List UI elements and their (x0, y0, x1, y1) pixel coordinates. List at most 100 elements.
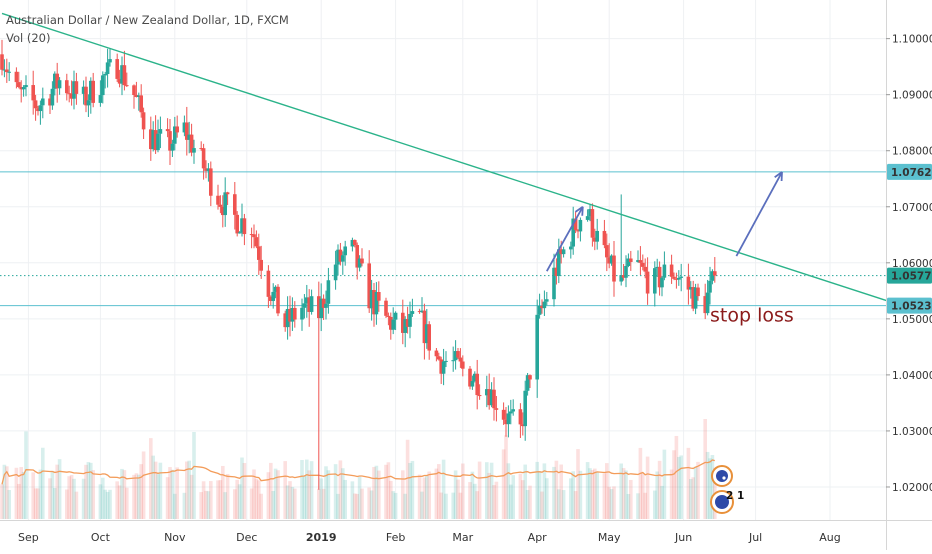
volume-bar (595, 472, 599, 519)
price-tags: 1.076221.057721.05237 (887, 164, 932, 314)
candle-body (543, 302, 547, 308)
volume-bar (528, 486, 532, 519)
candle-body (238, 232, 242, 233)
candle-body (509, 411, 513, 413)
candle-body (22, 87, 26, 89)
candle-body (243, 218, 247, 234)
volume-bar (125, 488, 129, 519)
time-tick-label: Jun (674, 531, 692, 544)
candle-body (706, 293, 710, 314)
price-tick-label: 1.02000 (892, 482, 932, 494)
volume-bar (679, 455, 683, 519)
flag-icon-star (722, 476, 725, 479)
candle-body (353, 240, 357, 245)
candle-body (101, 75, 105, 95)
time-tick-label: Feb (386, 531, 405, 544)
horizontal-levels (0, 172, 886, 306)
stop-loss-annotation: stop loss (710, 305, 794, 327)
candle-body (216, 196, 220, 205)
time-tick-label: Oct (91, 531, 111, 544)
candle-body (360, 259, 364, 264)
candle-body (643, 267, 647, 272)
candle-body (437, 356, 441, 359)
volume-bar (259, 494, 263, 519)
candle-body (451, 360, 455, 361)
candle-body (65, 80, 69, 93)
candle-body (103, 74, 107, 75)
candle-body (17, 82, 21, 87)
candle-body (478, 395, 482, 396)
candle-body (7, 72, 11, 73)
candle-body (341, 255, 345, 261)
candle-body (209, 168, 213, 195)
candle-body (427, 324, 431, 350)
drawings: stop loss (2, 13, 888, 326)
volume-bar (108, 490, 112, 519)
time-tick-label: Aug (819, 531, 840, 544)
candle-body (0, 54, 4, 69)
candle-body (624, 266, 628, 278)
candle-body (327, 280, 331, 304)
candle-body (595, 231, 599, 242)
price-tick-label: 1.10000 (892, 34, 932, 46)
candle-body (166, 129, 170, 131)
candle-body (444, 361, 448, 362)
candle-body (569, 247, 573, 250)
volume-bar (327, 470, 331, 519)
volume-bar (175, 467, 179, 519)
candle-body (235, 215, 239, 234)
candle-body (324, 304, 328, 308)
candle-body (271, 292, 275, 301)
candle-body (58, 80, 62, 88)
price-tick-label: 1.05000 (892, 314, 932, 326)
candle-body (226, 192, 230, 194)
candle-body (545, 299, 549, 301)
price-tick-label: 1.09000 (892, 90, 932, 102)
volume-bar (24, 431, 28, 519)
volume-bar (226, 474, 230, 519)
candle-body (257, 246, 261, 260)
candle-body (591, 209, 595, 238)
rally-arrow (547, 207, 583, 271)
candle-body (300, 308, 304, 320)
candle-body (41, 99, 45, 106)
time-tick-label: 2019 (306, 531, 337, 544)
candle-body (139, 95, 143, 112)
candle-body (670, 265, 674, 277)
volume-bar (243, 463, 247, 519)
candle-body (502, 410, 506, 420)
time-tick-label: Nov (164, 531, 186, 544)
price-tag-label-support: 1.05237 (891, 301, 932, 313)
candle-body (696, 288, 700, 297)
volume-bar (511, 475, 515, 519)
time-tick-label: Mar (452, 531, 473, 544)
volume-bar (394, 493, 398, 519)
candle-body (192, 148, 196, 153)
candle-body (492, 390, 496, 408)
candle-body (641, 263, 645, 267)
candle-body (384, 301, 388, 316)
volume-bar (142, 451, 146, 519)
chart-title: Australian Dollar / New Zealand Dollar, … (6, 13, 289, 27)
candle-body (461, 362, 465, 369)
candle-body (259, 260, 263, 271)
volume-bar (41, 448, 45, 519)
candle-body (219, 205, 223, 207)
candle-body (471, 381, 475, 387)
volume-bar (192, 432, 196, 519)
time-tick-label: May (598, 531, 621, 544)
candle-body (391, 320, 395, 330)
candle-body (267, 271, 271, 297)
candle-body (507, 413, 511, 424)
candle-body (39, 105, 43, 111)
volume-bar (91, 470, 95, 519)
trendline (2, 13, 888, 301)
candle-body (175, 126, 179, 132)
candle-body (125, 85, 129, 86)
candle-body (334, 265, 338, 281)
time-tick-label: Jul (748, 531, 762, 544)
candle-body (31, 85, 35, 100)
